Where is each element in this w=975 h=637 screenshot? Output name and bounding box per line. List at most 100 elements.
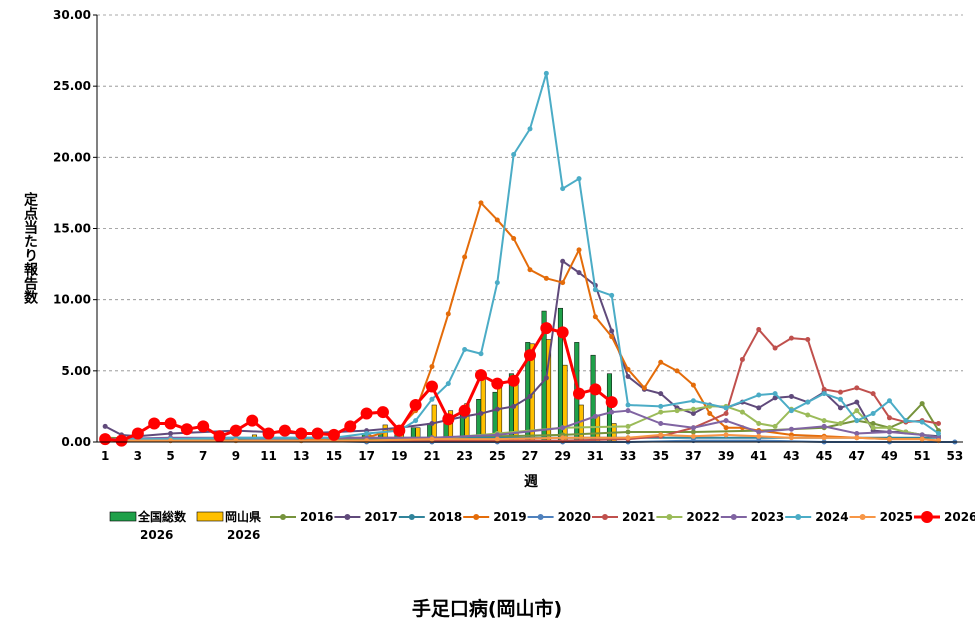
point-2023-w51: [919, 432, 925, 438]
x-tick-label: 19: [391, 449, 408, 463]
point-2024-w46: [837, 396, 843, 402]
point-2026-w20: [409, 398, 422, 411]
point-2026-w3: [131, 427, 144, 440]
point-2026-w17: [360, 407, 373, 420]
y-axis-label: 定点当たり報告数: [22, 191, 38, 305]
point-2022-w37: [690, 406, 696, 412]
point-2017-w35: [658, 391, 664, 397]
x-tick-label: 47: [848, 449, 865, 463]
legend-marker-2019: [473, 514, 480, 520]
legend-marker-2026: [921, 511, 933, 523]
point-2022-w49: [886, 425, 892, 431]
point-2024-w50: [903, 418, 909, 424]
point-2023-w49: [886, 429, 892, 435]
point-2024-w41: [756, 392, 762, 398]
point-2021-w46: [837, 389, 843, 395]
legend-swatch-全国総数-2026: [109, 511, 137, 522]
point-2021-w42: [772, 345, 778, 351]
legend-marker-2016: [280, 514, 286, 520]
series-2019: [102, 200, 941, 444]
point-2019-w35: [658, 359, 664, 365]
point-2024-w44: [805, 399, 811, 405]
point-2026-w26: [507, 374, 520, 387]
legend-label: 2026: [944, 510, 975, 524]
point-2026-w15: [327, 428, 340, 441]
point-2021-w40: [739, 356, 745, 362]
point-2026-w29: [556, 326, 569, 339]
point-2024-w26: [511, 151, 517, 157]
line-2026: [105, 326, 613, 443]
point-2016-w51: [919, 401, 925, 407]
x-tick-label: 3: [134, 449, 142, 463]
x-tick-label: 13: [293, 449, 310, 463]
point-2024-w51: [919, 419, 925, 425]
x-tick-label: 9: [232, 449, 240, 463]
y-tick-label: 5.00: [61, 364, 91, 378]
legend-label: 岡山県: [225, 509, 261, 524]
point-2022-w44: [805, 412, 811, 418]
point-2026-w16: [344, 420, 357, 433]
point-2024-w47: [854, 418, 860, 424]
series-2021: [102, 327, 941, 444]
x-tick-label: 23: [456, 449, 473, 463]
x-tick-label: 41: [750, 449, 767, 463]
x-tick-label: 45: [816, 449, 833, 463]
point-2026-w19: [393, 424, 406, 437]
legend-marker-2022: [666, 514, 673, 520]
point-2022-w36: [674, 408, 680, 414]
point-2024-w33: [625, 402, 631, 408]
legend-label: 2023: [751, 510, 784, 524]
legend-marker-2020: [537, 514, 544, 520]
y-tick-label: 30.00: [53, 8, 91, 22]
point-2024-w52: [935, 430, 941, 436]
x-tick-label: 53: [946, 449, 963, 463]
legend-label-sub: 2026: [227, 528, 260, 542]
legend-marker-2025: [859, 514, 866, 520]
point-2026-w30: [573, 387, 586, 400]
point-2023-w43: [788, 426, 794, 432]
point-2024-w37: [690, 398, 696, 404]
x-tick-label: 25: [489, 449, 506, 463]
bar-岡山県-2026-w24: [480, 374, 486, 443]
point-2023-w25: [494, 432, 500, 438]
point-2022-w46: [837, 420, 843, 426]
legend-marker-2021: [602, 514, 608, 520]
point-2021-w41: [756, 327, 762, 333]
legend-marker-2024: [795, 514, 802, 520]
x-tick-label: 21: [424, 449, 441, 463]
point-2024-w32: [609, 292, 615, 298]
point-2025-w49: [886, 436, 892, 442]
point-2017-w21: [429, 420, 435, 426]
point-2019-w37: [690, 382, 696, 388]
grid: [97, 14, 963, 372]
bar-全国総数-2026-w31: [590, 354, 596, 443]
legend-marker-2017: [344, 514, 351, 520]
line-2019: [105, 201, 939, 442]
legend-label: 2019: [493, 510, 526, 524]
y-tick-label: 20.00: [53, 150, 91, 164]
point-2026-w1: [99, 433, 112, 446]
point-2023-w29: [560, 425, 566, 431]
x-tick-label: 39: [718, 449, 735, 463]
y-tick-label: 15.00: [53, 222, 91, 236]
point-2026-w9: [229, 424, 242, 437]
line-2017: [104, 260, 939, 438]
legend-label: 2022: [686, 510, 719, 524]
x-tick-label: 37: [685, 449, 702, 463]
point-2025-w37: [690, 433, 696, 439]
point-2019-w22: [445, 311, 451, 317]
x-tick-label: 11: [260, 449, 277, 463]
point-2022-w35: [658, 409, 664, 415]
point-2026-w13: [295, 427, 308, 440]
legend-label: 2024: [815, 510, 848, 524]
point-2017-w5: [168, 430, 174, 436]
point-2026-w24: [474, 369, 487, 382]
point-2023-w47: [854, 430, 860, 436]
point-2019-w31: [592, 314, 598, 320]
point-2019-w32: [609, 334, 615, 340]
point-2019-w21: [429, 364, 435, 370]
point-2016-w33: [625, 429, 631, 435]
x-tick-labels: 1 3 5 7 9 11 13 15 17 19 21 23 25 27 29 31 33 35 37 39 41 43 4…: [101, 449, 963, 463]
point-2019-w36: [674, 368, 680, 374]
point-2016-w37: [690, 429, 696, 435]
